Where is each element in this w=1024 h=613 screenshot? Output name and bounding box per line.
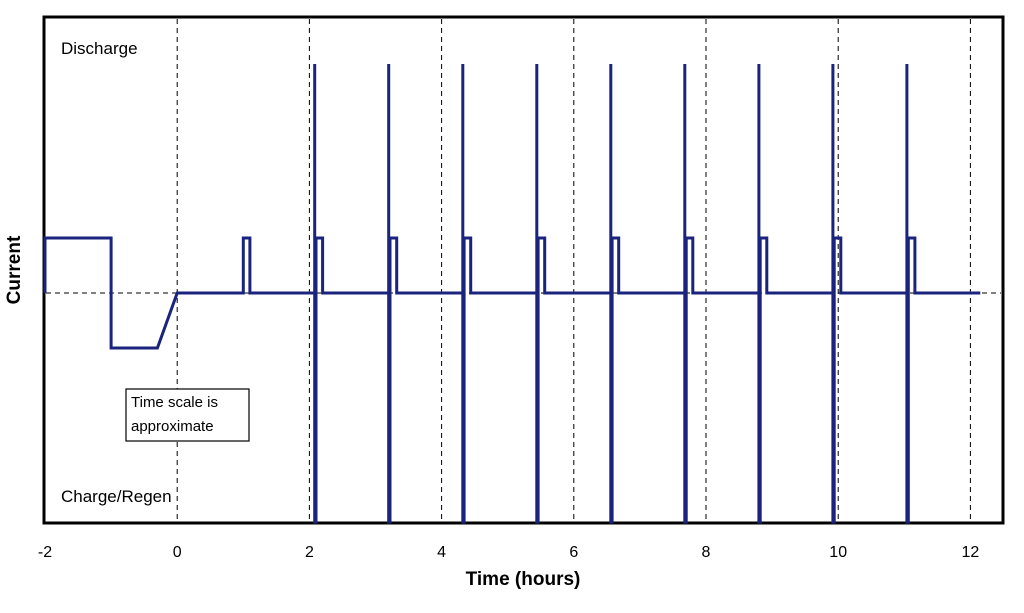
- x-tick-label-4: 4: [437, 544, 446, 561]
- x-tick-label-10: 10: [829, 544, 847, 561]
- x-tick-label-6: 6: [569, 544, 578, 561]
- series-line-0: [43, 64, 981, 524]
- note-box: Time scale is approximate: [125, 388, 250, 442]
- annotation-discharge: Discharge: [61, 39, 138, 58]
- x-tick-labels: -2 0 2 4 6 8 10 12: [38, 544, 980, 561]
- x-tick-label-2: 2: [305, 544, 314, 561]
- y-axis-title: Current: [4, 235, 25, 304]
- note-line-1: Time scale is: [131, 394, 218, 411]
- note-box-frame: [125, 388, 250, 442]
- plot-frame: [42, 15, 1005, 525]
- series-layer: [43, 64, 981, 524]
- x-tick-label-12: 12: [962, 544, 980, 561]
- x-tick-label-8: 8: [702, 544, 711, 561]
- annotation-charge-regen: Charge/Regen: [61, 487, 172, 506]
- x-axis-title: Time (hours): [466, 569, 581, 590]
- x-tick-label--2: -2: [38, 544, 52, 561]
- x-tick-label-0: 0: [173, 544, 182, 561]
- note-line-2: approximate: [131, 418, 214, 435]
